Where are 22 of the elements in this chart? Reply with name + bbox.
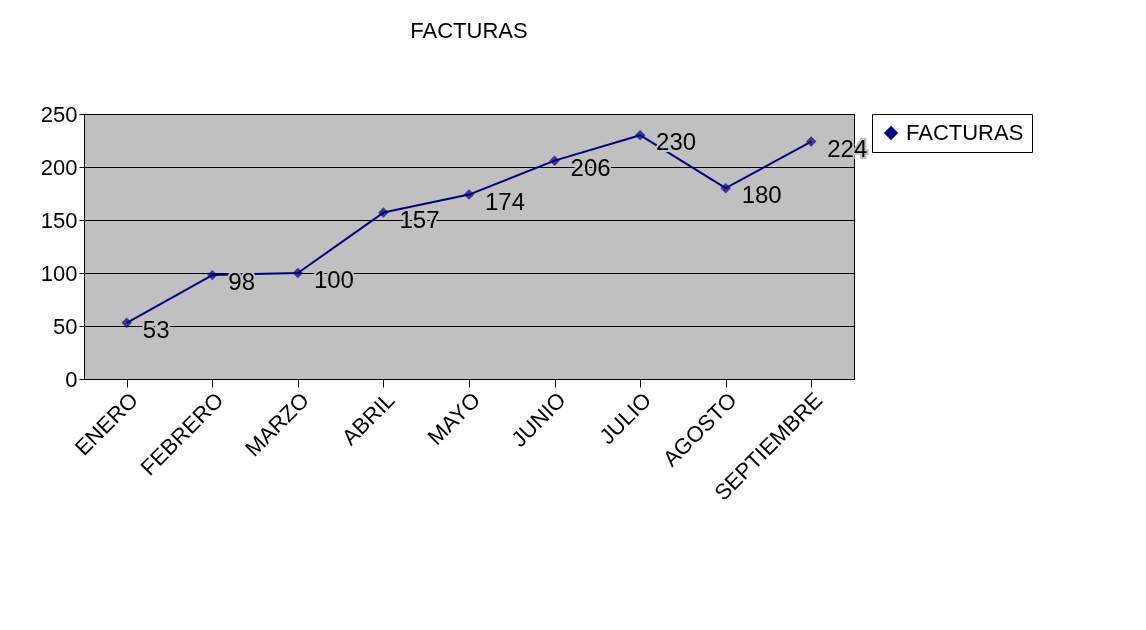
data-label: 100 [313,266,354,293]
data-label: 174 [485,187,526,215]
point [805,136,817,147]
chart-title: FACTURAS [410,18,528,43]
point [720,182,731,194]
legend-label: FACTURAS [906,120,1024,145]
y-tick-label: 50 [53,313,78,339]
data-label: 230 [656,128,697,156]
point [378,207,389,218]
y-tick-label: 0 [65,366,78,392]
point [207,269,218,281]
y-tick-label: 150 [40,207,78,233]
point [292,267,304,279]
y-tick-label: 250 [40,101,78,127]
point [121,317,133,329]
data-label: 180 [741,181,782,209]
y-tick-label: 200 [40,154,78,180]
point [549,155,560,166]
point [634,129,646,141]
data-label: 98 [228,268,256,296]
point [463,189,475,200]
y-tick-label: 100 [40,260,78,286]
